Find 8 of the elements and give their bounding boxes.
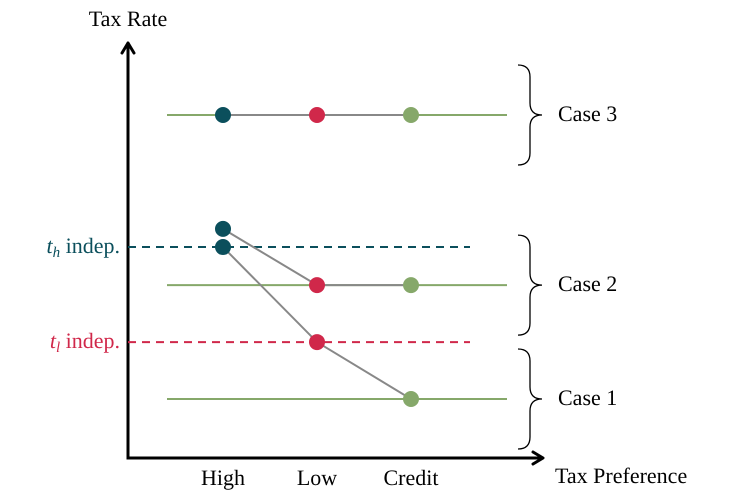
x-tick-label: High bbox=[201, 464, 245, 490]
y-axis-title: Tax Rate bbox=[88, 6, 168, 31]
text: Case 3 bbox=[558, 100, 618, 126]
text: Case 2 bbox=[558, 270, 618, 296]
text: Case 1 bbox=[558, 384, 618, 410]
x-tick-label: Low bbox=[296, 464, 338, 490]
x-tick-label: Credit bbox=[384, 464, 438, 490]
x-axis-title: Tax Preference bbox=[555, 462, 688, 488]
